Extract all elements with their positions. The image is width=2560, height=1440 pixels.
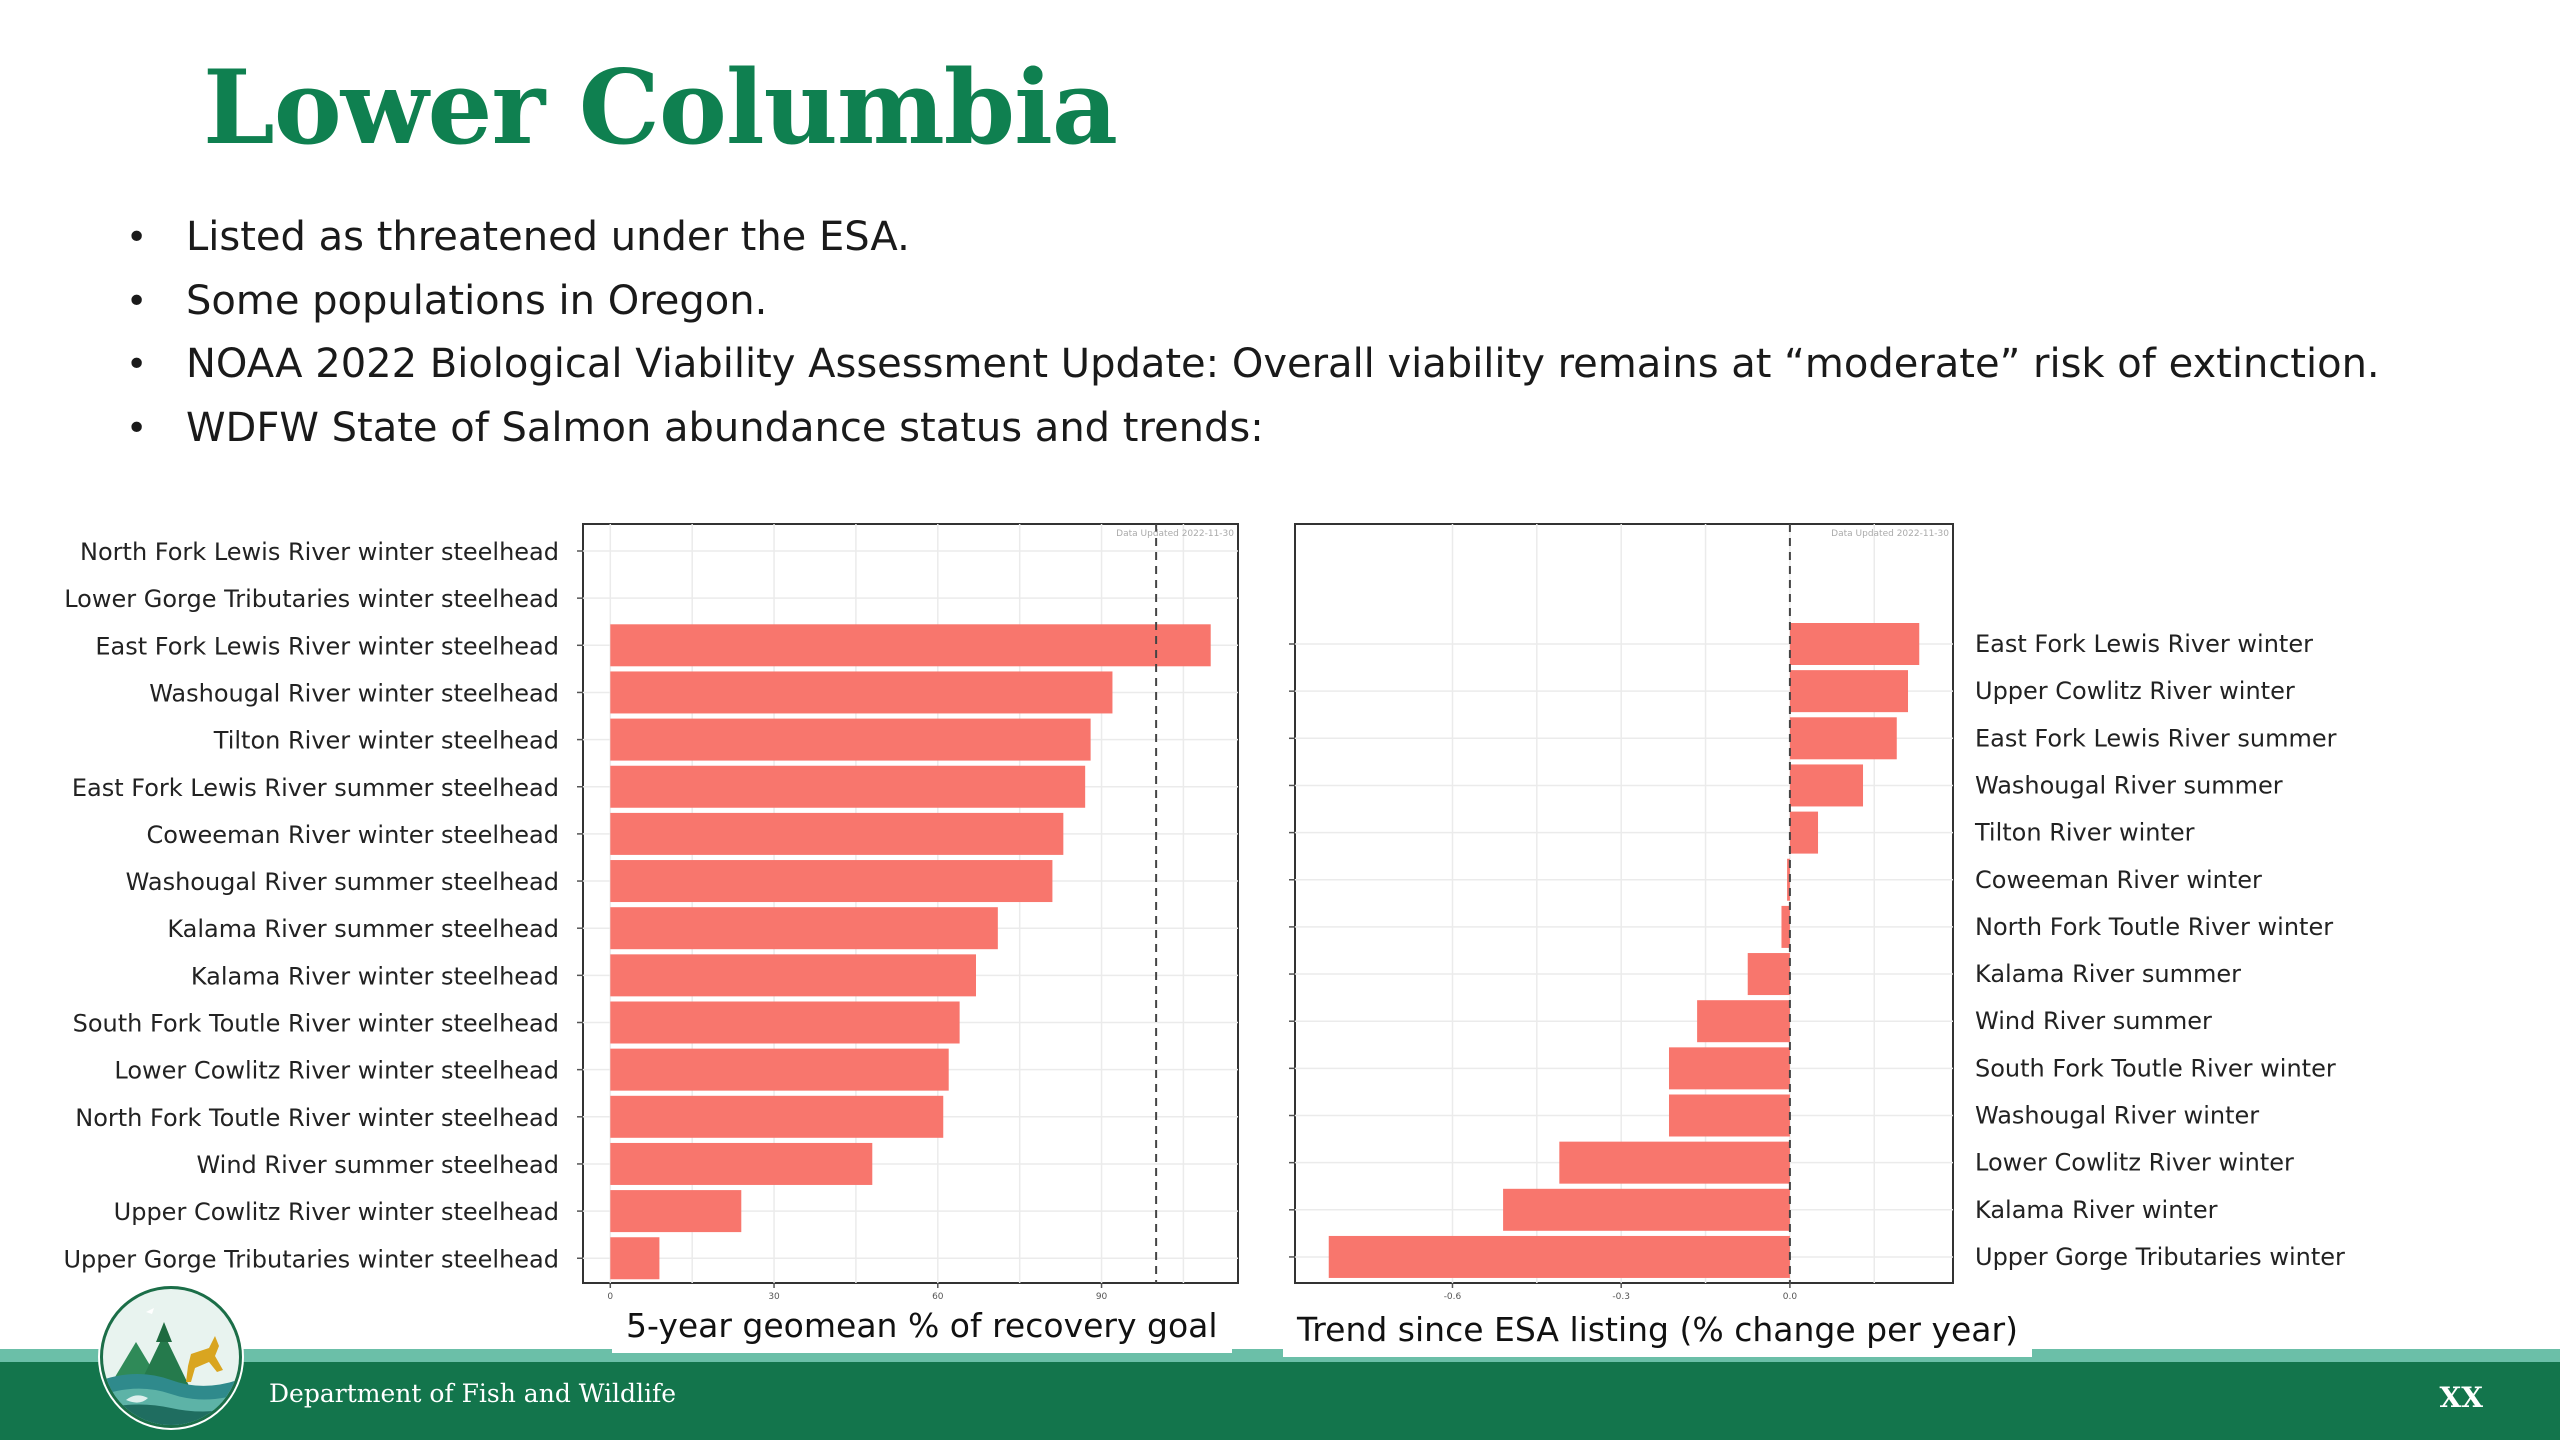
y-tick-label: Lower Cowlitz River winter	[1975, 1149, 2294, 1177]
y-tick-label: East Fork Lewis River winter steelhead	[95, 632, 559, 660]
y-tick-label: Wind River summer	[1975, 1007, 2212, 1035]
y-tick-label: Wind River summer steelhead	[196, 1151, 559, 1179]
y-tick-label: Kalama River winter steelhead	[191, 962, 559, 990]
x-axis-title-trend: Trend since ESA listing (% change per ye…	[1283, 1306, 2032, 1357]
bar	[1789, 811, 1819, 854]
bar	[1781, 905, 1790, 948]
bullet-item: Listed as threatened under the ESA.	[126, 206, 2380, 270]
bar	[610, 954, 976, 997]
bar	[610, 1048, 949, 1091]
bullet-item: NOAA 2022 Biological Viability Assessmen…	[126, 333, 2380, 397]
y-tick-label: North Fork Toutle River winter	[1975, 913, 2333, 941]
y-tick-label: Washougal River summer steelhead	[126, 868, 559, 896]
y-tick-label: Upper Cowlitz River winter	[1975, 677, 2295, 705]
bar	[610, 624, 1211, 667]
y-tick-label: Kalama River winter	[1975, 1196, 2218, 1224]
y-tick-label: Washougal River winter steelhead	[149, 679, 559, 707]
bullet-item: WDFW State of Salmon abundance status an…	[126, 397, 2380, 461]
y-tick-label: East Fork Lewis River summer steelhead	[72, 774, 559, 802]
x-tick-label: -0.6	[1444, 1292, 1462, 1302]
bar	[1503, 1188, 1790, 1231]
data-updated-stamp: Data Updated 2022-11-30	[1831, 529, 1949, 539]
bar	[1789, 717, 1897, 760]
y-tick-label: North Fork Lewis River winter steelhead	[80, 538, 559, 566]
data-updated-stamp: Data Updated 2022-11-30	[1116, 529, 1234, 539]
bar	[1789, 764, 1864, 807]
y-tick-label: Tilton River winter steelhead	[213, 727, 559, 755]
bar	[1747, 953, 1790, 996]
footer-accent-band	[0, 1349, 2560, 1363]
bar	[610, 907, 998, 950]
bar	[1668, 1094, 1790, 1137]
bar	[1328, 1235, 1790, 1278]
bar	[610, 718, 1091, 761]
y-tick-label: Kalama River summer steelhead	[167, 915, 559, 943]
slide-title: Lower Columbia	[203, 48, 1118, 168]
wdfw-logo-icon	[98, 1284, 244, 1430]
y-tick-label: South Fork Toutle River winter	[1975, 1054, 2336, 1082]
bar	[610, 860, 1053, 903]
y-tick-label: East Fork Lewis River summer	[1975, 724, 2337, 752]
y-tick-label: Upper Gorge Tributaries winter steelhead	[63, 1245, 559, 1273]
bar	[610, 765, 1086, 808]
x-axis-title-recovery: 5-year geomean % of recovery goal	[612, 1302, 1232, 1353]
bar	[610, 671, 1113, 714]
y-tick-label: Upper Gorge Tributaries winter	[1975, 1243, 2345, 1271]
page-number: XX	[2439, 1381, 2483, 1414]
y-tick-label: Lower Cowlitz River winter steelhead	[114, 1057, 559, 1085]
bar	[1668, 1047, 1790, 1090]
x-tick-label: 0.0	[1783, 1292, 1798, 1302]
bar	[610, 812, 1064, 855]
bar	[1787, 858, 1790, 901]
y-tick-label: Upper Cowlitz River winter steelhead	[114, 1198, 559, 1226]
y-tick-label: Lower Gorge Tributaries winter steelhead	[64, 585, 559, 613]
bar	[1789, 623, 1920, 665]
bar	[1697, 1000, 1790, 1043]
y-tick-label: North Fork Toutle River winter steelhead	[75, 1104, 559, 1132]
bar	[1559, 1141, 1790, 1184]
bar	[610, 1001, 960, 1044]
x-tick-label: 30	[768, 1292, 780, 1302]
y-tick-label: Coweeman River winter steelhead	[146, 821, 559, 849]
footer-organization: Department of Fish and Wildlife	[269, 1379, 677, 1408]
bullet-list: Listed as threatened under the ESA. Some…	[126, 206, 2380, 460]
x-tick-label: 90	[1096, 1292, 1108, 1302]
y-tick-label: South Fork Toutle River winter steelhead	[73, 1010, 559, 1038]
footer-band	[0, 1362, 2560, 1440]
bar	[1789, 670, 1909, 713]
bar	[610, 1237, 660, 1280]
x-tick-label: 0	[607, 1292, 613, 1302]
bullet-item: Some populations in Oregon.	[126, 270, 2380, 334]
x-tick-label: 60	[932, 1292, 944, 1302]
y-tick-label: East Fork Lewis River winter	[1975, 630, 2313, 658]
bar	[610, 1095, 944, 1138]
bar	[610, 1142, 873, 1185]
y-tick-label: Coweeman River winter	[1975, 866, 2262, 894]
y-tick-label: Washougal River winter	[1975, 1102, 2259, 1130]
y-tick-label: Washougal River summer	[1975, 771, 2283, 799]
y-tick-label: Kalama River summer	[1975, 960, 2241, 988]
y-tick-label: Tilton River winter	[1974, 819, 2195, 847]
x-tick-label: -0.3	[1612, 1292, 1630, 1302]
bar	[610, 1190, 742, 1233]
